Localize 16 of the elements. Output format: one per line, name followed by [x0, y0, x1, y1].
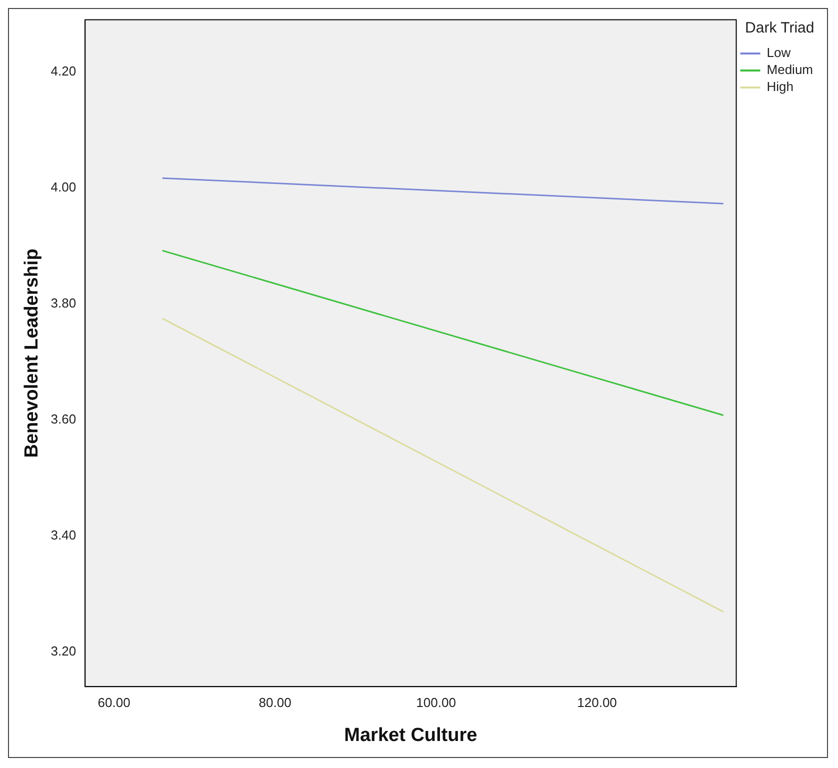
x-tick-label: 60.00 [98, 694, 130, 710]
y-tick-label: 3.20 [50, 643, 76, 658]
legend-label: Medium [766, 62, 814, 78]
x-tick-label: 80.00 [258, 694, 292, 710]
y-tick-label: 3.40 [50, 527, 76, 542]
y-tick-label: 3.80 [50, 295, 76, 310]
legend-label: Low [766, 45, 792, 60]
legend-label: High [766, 79, 794, 94]
y-tick-label: 4.00 [50, 180, 76, 195]
x-tick-label: 100.00 [416, 694, 456, 710]
legend-title: Dark Triad [745, 20, 814, 37]
x-tick-label: 120.00 [577, 694, 617, 710]
y-tick-label: 3.60 [50, 411, 76, 426]
x-axis-title: Market Culture [344, 724, 478, 746]
y-tick-label: 4.20 [50, 64, 76, 79]
y-axis-title: Benevolent Leadership [22, 248, 43, 458]
